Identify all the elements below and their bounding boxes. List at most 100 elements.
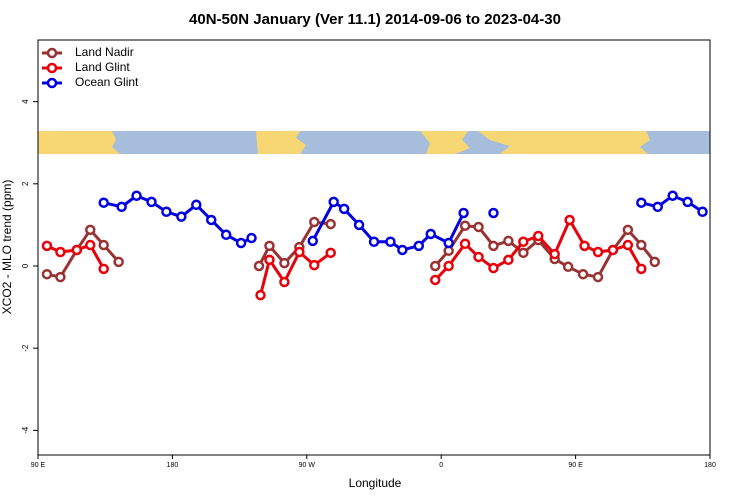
data-point [425, 228, 436, 240]
data-point [264, 240, 275, 252]
data-point [325, 218, 336, 230]
data-point [307, 235, 319, 247]
data-point [98, 263, 109, 275]
map-strip [38, 131, 710, 154]
data-point [294, 246, 305, 258]
data-point [71, 244, 83, 256]
data-point [488, 207, 499, 219]
data-point [353, 219, 365, 231]
data-point [518, 247, 529, 259]
data-point [220, 229, 232, 241]
data-point [549, 248, 560, 260]
data-point [667, 190, 678, 201]
data-point [636, 239, 647, 251]
data-point [473, 221, 484, 233]
x-tick-label: 180 [167, 462, 179, 469]
data-point [325, 247, 336, 259]
data-point [488, 262, 499, 274]
data-point [309, 216, 320, 228]
data-point [146, 196, 157, 208]
data-point [622, 239, 634, 251]
data-point [116, 201, 127, 213]
data-point [328, 196, 339, 208]
data-point [338, 203, 350, 215]
legend-label: Land Glint [75, 60, 130, 74]
y-tick-label: -4 [21, 426, 30, 434]
legend-label: Ocean Glint [75, 75, 139, 89]
x-tick-label: 180 [704, 462, 716, 469]
chart-title: 40N-50N January (Ver 11.1) 2014-09-06 to… [189, 11, 561, 28]
data-point [533, 230, 544, 242]
y-tick-label: -2 [21, 344, 30, 352]
data-point [385, 236, 396, 247]
data-point [176, 211, 187, 222]
data-point [246, 232, 257, 244]
data-point [161, 206, 172, 218]
data-point [592, 246, 604, 258]
data-point [98, 239, 109, 251]
data-point [579, 240, 590, 252]
data-point [85, 224, 96, 236]
data-point [443, 260, 454, 272]
data-point [697, 206, 708, 218]
data-point [235, 237, 247, 249]
legend-marker [46, 47, 58, 59]
y-tick-label: 2 [21, 181, 30, 186]
data-point [564, 214, 575, 226]
data-point [279, 257, 290, 269]
data-point [113, 256, 124, 268]
data-point [607, 244, 619, 256]
data-point [55, 246, 66, 258]
data-point [41, 268, 53, 280]
data-point [131, 190, 142, 201]
data-point [518, 236, 529, 247]
data-point [459, 238, 471, 250]
data-point [622, 224, 634, 236]
data-point [264, 254, 275, 266]
data-point [488, 240, 499, 252]
data-point [577, 268, 589, 280]
data-point [309, 259, 320, 271]
data-point [98, 197, 109, 208]
data-point [279, 276, 290, 288]
legend-label: Land Nadir [75, 45, 134, 59]
y-axis-label: XCO2 - MLO trend (ppm) [0, 180, 14, 315]
data-point [191, 199, 202, 211]
x-axis-label: Longitude [349, 476, 402, 490]
data-point [413, 240, 425, 252]
data-point [205, 214, 217, 226]
data-point [55, 271, 66, 283]
land [420, 131, 470, 154]
land [256, 131, 306, 154]
data-point [397, 244, 408, 256]
y-tick-label: 4 [21, 99, 30, 104]
data-point [429, 260, 441, 272]
data-point [636, 197, 647, 208]
legend-marker [46, 77, 58, 89]
data-point [459, 220, 471, 231]
data-point [682, 196, 693, 208]
data-point [503, 235, 514, 247]
x-tick-label: 90 W [299, 462, 316, 469]
data-point [649, 256, 660, 268]
y-tick-label: 0 [21, 263, 30, 268]
data-point [41, 240, 53, 252]
x-tick-label: 90 E [31, 462, 46, 469]
land [38, 131, 120, 154]
data-point [255, 289, 266, 301]
data-point [368, 236, 380, 247]
data-point [429, 274, 441, 286]
x-tick-label: 90 E [568, 462, 583, 469]
data-point [443, 237, 454, 249]
land [478, 131, 650, 154]
data-point [253, 260, 265, 272]
legend-marker [46, 62, 58, 74]
data-point [473, 251, 484, 263]
data-point [503, 254, 514, 266]
data-point [85, 239, 96, 251]
data-point [652, 201, 663, 213]
data-point [592, 271, 604, 283]
data-point [636, 263, 647, 275]
plot-frame [37, 39, 711, 456]
